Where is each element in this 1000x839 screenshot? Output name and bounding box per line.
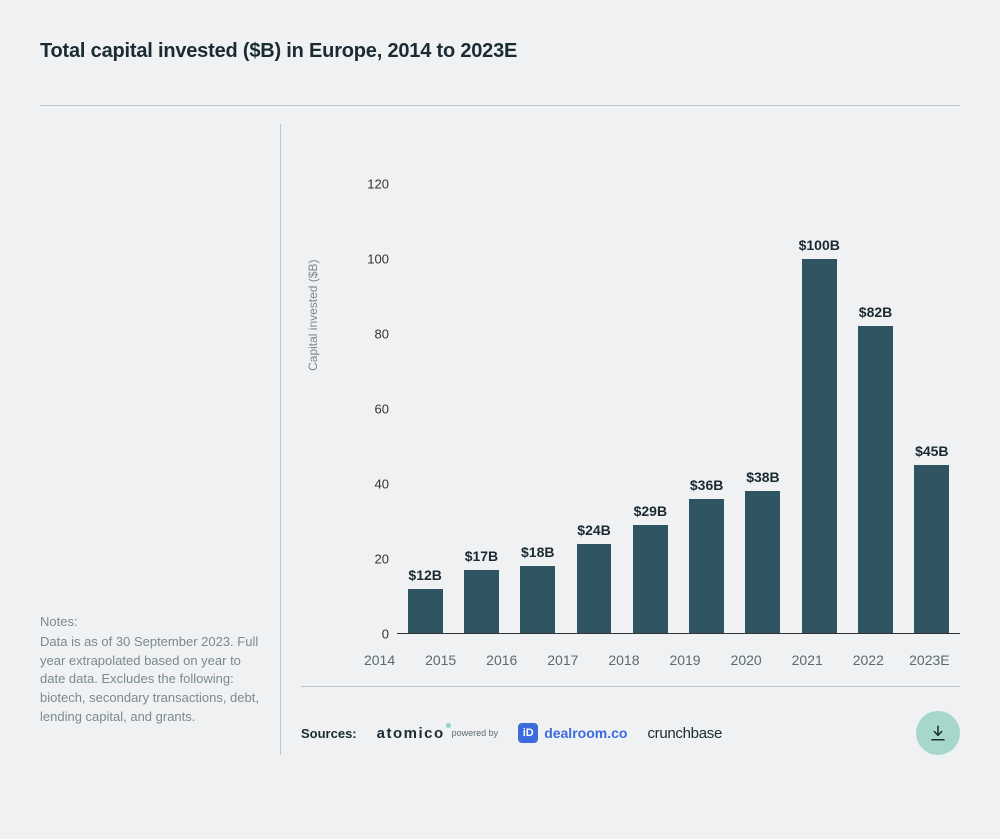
x-tick-label: 2020 <box>716 652 777 668</box>
y-tick: 20 <box>375 551 389 566</box>
bar <box>689 499 724 634</box>
notes-column: Notes: Data is as of 30 September 2023. … <box>40 124 280 755</box>
bar <box>520 566 555 634</box>
y-tick: 100 <box>367 251 389 266</box>
y-tick: 0 <box>382 627 389 642</box>
y-ticks: 020406080100120 <box>349 146 397 634</box>
bar <box>858 326 893 634</box>
x-tick-label: 2023E <box>899 652 960 668</box>
bar <box>745 491 780 634</box>
y-tick: 80 <box>375 326 389 341</box>
x-tick-label: 2019 <box>654 652 715 668</box>
bar-value-label: $82B <box>859 304 892 320</box>
notes-text: Data is as of 30 September 2023. Full ye… <box>40 633 260 727</box>
y-axis-label: Capital invested ($B) <box>306 260 320 371</box>
x-tick-label: 2022 <box>838 652 899 668</box>
bar-group: $24B <box>566 146 622 634</box>
x-tick-label: 2016 <box>471 652 532 668</box>
x-axis-line <box>397 633 960 634</box>
bar <box>633 525 668 634</box>
bar <box>408 589 443 634</box>
bar-group: $18B <box>510 146 566 634</box>
bar-value-label: $100B <box>799 237 840 253</box>
bar-value-label: $29B <box>634 503 667 519</box>
bar <box>914 465 949 634</box>
sources-label: Sources: <box>301 726 357 741</box>
x-tick-label: 2017 <box>532 652 593 668</box>
download-icon <box>929 724 947 742</box>
x-tick-label: 2018 <box>593 652 654 668</box>
powered-by-text: powered by <box>452 728 499 738</box>
plot-area: $12B $17B $18B $24B $29B $36B $38B $100B $82B $45… <box>397 146 960 634</box>
x-tick-label: 2014 <box>349 652 410 668</box>
chart-column: Capital invested ($B) 0 20 40 60 80 100 120 $1… <box>280 124 960 755</box>
bar-group: $82B <box>847 146 903 634</box>
divider <box>40 105 960 106</box>
bar-value-label: $36B <box>690 477 723 493</box>
y-tick: 40 <box>375 476 389 491</box>
source-dealroom: iD dealroom.co <box>518 723 627 743</box>
chart-area: 020406080100120 $12B$17B$18B$24B$29B$36B… <box>349 146 960 634</box>
bar-value-label: $12B <box>408 567 441 583</box>
atomico-logo-text: atomico <box>377 725 445 742</box>
bar-group: $45B <box>904 146 960 634</box>
bar-group: $12B <box>397 146 453 634</box>
bar-value-label: $38B <box>746 469 779 485</box>
source-atomico: atomico powered by <box>377 725 499 742</box>
notes-heading: Notes: <box>40 614 260 629</box>
dealroom-text: dealroom.co <box>544 725 627 741</box>
bar-group: $36B <box>678 146 734 634</box>
bar <box>802 259 837 634</box>
x-tick-label: 2015 <box>410 652 471 668</box>
bar-group: $38B <box>735 146 791 634</box>
bars-container: $12B $17B $18B $24B $29B $36B $38B $100B $82B $45… <box>397 146 960 634</box>
chart-footer: Sources: atomico powered by iD dealroom.… <box>301 686 960 755</box>
bar-value-label: $18B <box>521 544 554 560</box>
bar-value-label: $24B <box>577 522 610 538</box>
x-tick-label: 2021 <box>777 652 838 668</box>
chart-wrap: Capital invested ($B) 0 20 40 60 80 100 120 $1… <box>301 124 960 684</box>
bar <box>577 544 612 634</box>
bar-value-label: $45B <box>915 443 948 459</box>
x-labels: 2014201520162017201820192020202120222023… <box>349 652 960 668</box>
content-row: Notes: Data is as of 30 September 2023. … <box>40 124 960 755</box>
dealroom-badge-icon: iD <box>518 723 538 743</box>
bar-group: $100B <box>791 146 847 634</box>
source-crunchbase: crunchbase <box>647 725 722 742</box>
bar-group: $17B <box>453 146 509 634</box>
chart-title: Total capital invested ($B) in Europe, 2… <box>40 40 960 63</box>
bar <box>464 570 499 634</box>
y-tick: 120 <box>367 176 389 191</box>
bar-group: $29B <box>622 146 678 634</box>
download-button[interactable] <box>916 711 960 755</box>
y-tick: 60 <box>375 401 389 416</box>
bar-value-label: $17B <box>465 548 498 564</box>
